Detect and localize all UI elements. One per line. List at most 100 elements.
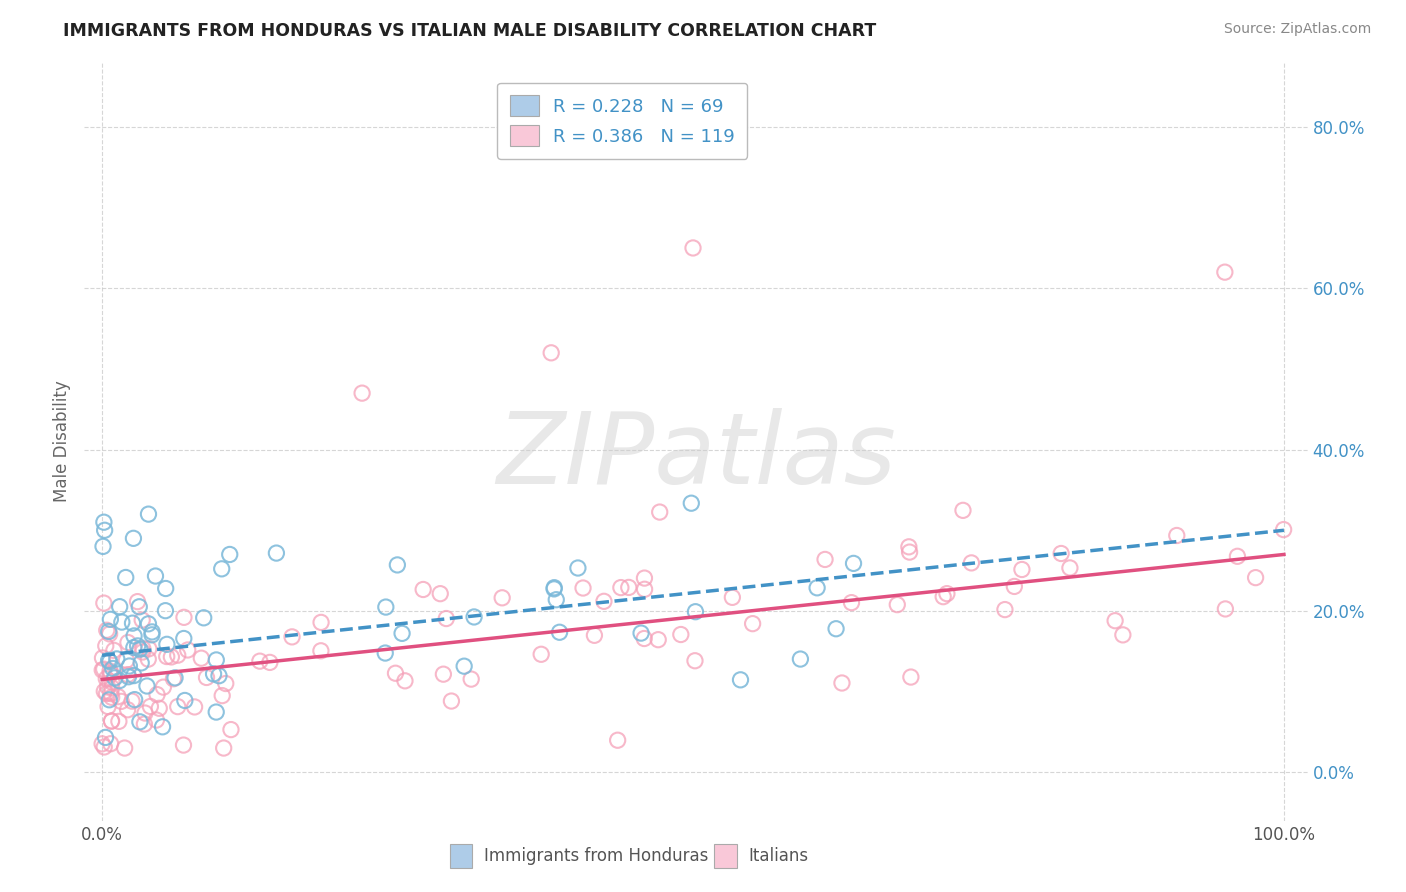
Point: [141, 624, 163, 639]
Point: [98, 667, 121, 681]
Point: [101, 675, 124, 690]
Point: [900, 670, 922, 684]
Point: [432, 667, 454, 681]
Point: [617, 581, 640, 595]
Point: [100, 714, 122, 728]
Point: [453, 659, 475, 673]
Point: [460, 672, 482, 686]
Point: [100, 714, 122, 728]
Point: [160, 649, 183, 664]
Point: [97, 653, 120, 667]
Point: [429, 587, 451, 601]
Point: [173, 693, 195, 707]
Point: [898, 545, 921, 559]
Point: [886, 598, 908, 612]
Point: [530, 648, 553, 662]
Point: [124, 692, 146, 706]
Point: [219, 723, 242, 737]
Point: [806, 581, 828, 595]
Point: [994, 602, 1017, 616]
Point: [98, 655, 121, 669]
Point: [122, 640, 145, 655]
Point: [97, 680, 120, 694]
Point: [141, 628, 163, 642]
Point: [121, 694, 143, 708]
Point: [100, 737, 122, 751]
Text: Italians: Italians: [748, 847, 808, 865]
Point: [127, 639, 149, 653]
Point: [131, 645, 153, 659]
Point: [118, 659, 141, 673]
Text: Immigrants from Honduras: Immigrants from Honduras: [484, 847, 709, 865]
Point: [259, 656, 281, 670]
Point: [105, 652, 128, 666]
Point: [648, 505, 671, 519]
Point: [103, 643, 125, 657]
Point: [108, 673, 131, 688]
Point: [440, 694, 463, 708]
Point: [166, 699, 188, 714]
Point: [121, 616, 143, 631]
Point: [567, 561, 589, 575]
Point: [249, 654, 271, 668]
Point: [93, 662, 115, 676]
Point: [155, 582, 177, 596]
Point: [1226, 549, 1249, 564]
Point: [352, 386, 374, 401]
Point: [110, 694, 132, 708]
Point: [128, 642, 150, 657]
Point: [212, 741, 235, 756]
Point: [128, 599, 150, 614]
Point: [1112, 628, 1135, 642]
Point: [91, 540, 114, 554]
Point: [145, 713, 167, 727]
Point: [610, 581, 633, 595]
Point: [540, 346, 562, 360]
Point: [1215, 602, 1237, 616]
Point: [96, 672, 118, 686]
Point: [93, 523, 115, 537]
Point: [128, 714, 150, 729]
Point: [572, 581, 595, 595]
Point: [104, 671, 127, 685]
Point: [960, 556, 983, 570]
Bar: [714, 844, 737, 869]
Point: [131, 613, 153, 627]
Point: [93, 515, 115, 529]
Point: [173, 632, 195, 646]
Point: [93, 739, 115, 754]
Point: [630, 626, 652, 640]
Point: [682, 241, 704, 255]
Point: [134, 706, 156, 720]
Point: [633, 632, 655, 646]
Point: [101, 661, 124, 675]
Point: [952, 503, 974, 517]
Point: [136, 679, 159, 693]
Point: [156, 637, 179, 651]
Point: [205, 705, 228, 719]
Point: [166, 648, 188, 663]
Point: [387, 558, 409, 572]
Point: [97, 624, 120, 639]
Point: [114, 741, 136, 756]
Point: [91, 651, 114, 665]
Point: [935, 587, 957, 601]
Point: [94, 731, 117, 745]
Point: [173, 610, 195, 624]
Point: [606, 733, 628, 747]
Point: [548, 625, 571, 640]
Point: [100, 612, 122, 626]
Point: [434, 611, 457, 625]
Point: [115, 653, 138, 667]
Point: [183, 700, 205, 714]
Point: [583, 628, 606, 642]
Point: [391, 626, 413, 640]
Point: [384, 666, 406, 681]
Point: [685, 605, 707, 619]
Point: [205, 653, 228, 667]
Point: [218, 548, 240, 562]
Point: [127, 594, 149, 608]
Point: [122, 629, 145, 643]
Point: [122, 532, 145, 546]
Point: [374, 646, 396, 660]
